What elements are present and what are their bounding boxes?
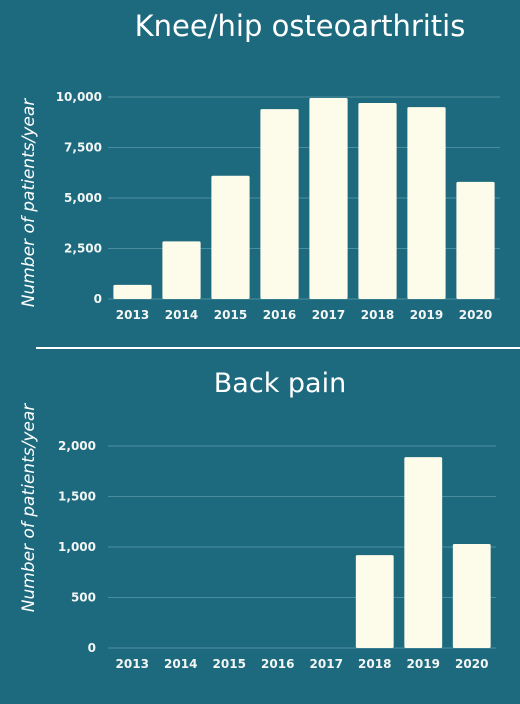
back-pain-chart: Back pain Number of patients/year 0 500 1,…: [19, 368, 496, 671]
x-tick-label: 2014: [165, 308, 198, 322]
bar-2020: [452, 543, 491, 648]
bars: [355, 457, 491, 648]
y-tick-labels: 0 500 1,000 1,500 2,000: [58, 439, 96, 655]
bar-2018: [358, 103, 397, 299]
y-tick-label: 10,000: [56, 90, 102, 104]
bar-2014: [162, 241, 201, 299]
y-tick-label: 0: [94, 292, 102, 306]
x-tick-label: 2013: [116, 308, 149, 322]
y-tick-labels: 0 2,500 5,000 7,500 10,000: [56, 90, 102, 306]
bar-2019: [404, 457, 443, 648]
y-tick-label: 5,000: [64, 191, 102, 205]
x-tick-label: 2016: [263, 308, 296, 322]
y-axis-label: Number of patients/year: [19, 403, 39, 613]
x-tick-label: 2015: [213, 657, 246, 671]
x-tick-label: 2018: [361, 308, 394, 322]
bar-2020: [456, 181, 495, 299]
chart-title: Back pain: [214, 368, 346, 399]
y-tick-label: 2,500: [64, 242, 102, 256]
bar-2015: [211, 175, 250, 299]
knee-hip-chart: Knee/hip osteoarthritis Number of patien…: [19, 9, 500, 322]
x-tick-label: 2015: [214, 308, 247, 322]
bar-2016: [260, 109, 299, 300]
y-tick-label: 1,000: [58, 540, 96, 554]
x-tick-label: 2020: [455, 657, 488, 671]
y-axis-label: Number of patients/year: [19, 98, 39, 308]
bars: [113, 98, 495, 300]
x-tick-label: 2019: [410, 308, 443, 322]
x-tick-labels: 2013 2014 2015 2016 2017 2018 2019 2020: [116, 308, 492, 322]
x-tick-label: 2020: [459, 308, 492, 322]
y-tick-label: 2,000: [58, 439, 96, 453]
bar-2018: [355, 555, 394, 648]
bar-2019: [407, 107, 446, 299]
x-tick-label: 2019: [407, 657, 440, 671]
x-tick-label: 2017: [312, 308, 345, 322]
x-tick-label: 2018: [358, 657, 391, 671]
y-tick-label: 0: [88, 641, 96, 655]
y-tick-label: 1,500: [58, 490, 96, 504]
x-tick-labels: 2013 2014 2015 2016 2017 2018 2019 2020: [116, 657, 489, 671]
y-tick-label: 500: [71, 591, 96, 605]
y-tick-label: 7,500: [64, 141, 102, 155]
x-tick-label: 2013: [116, 657, 149, 671]
bar-2013: [113, 284, 152, 299]
x-tick-label: 2016: [261, 657, 294, 671]
x-tick-label: 2017: [310, 657, 343, 671]
x-tick-label: 2014: [164, 657, 197, 671]
bar-2017: [309, 98, 348, 299]
chart-title: Knee/hip osteoarthritis: [135, 9, 466, 43]
